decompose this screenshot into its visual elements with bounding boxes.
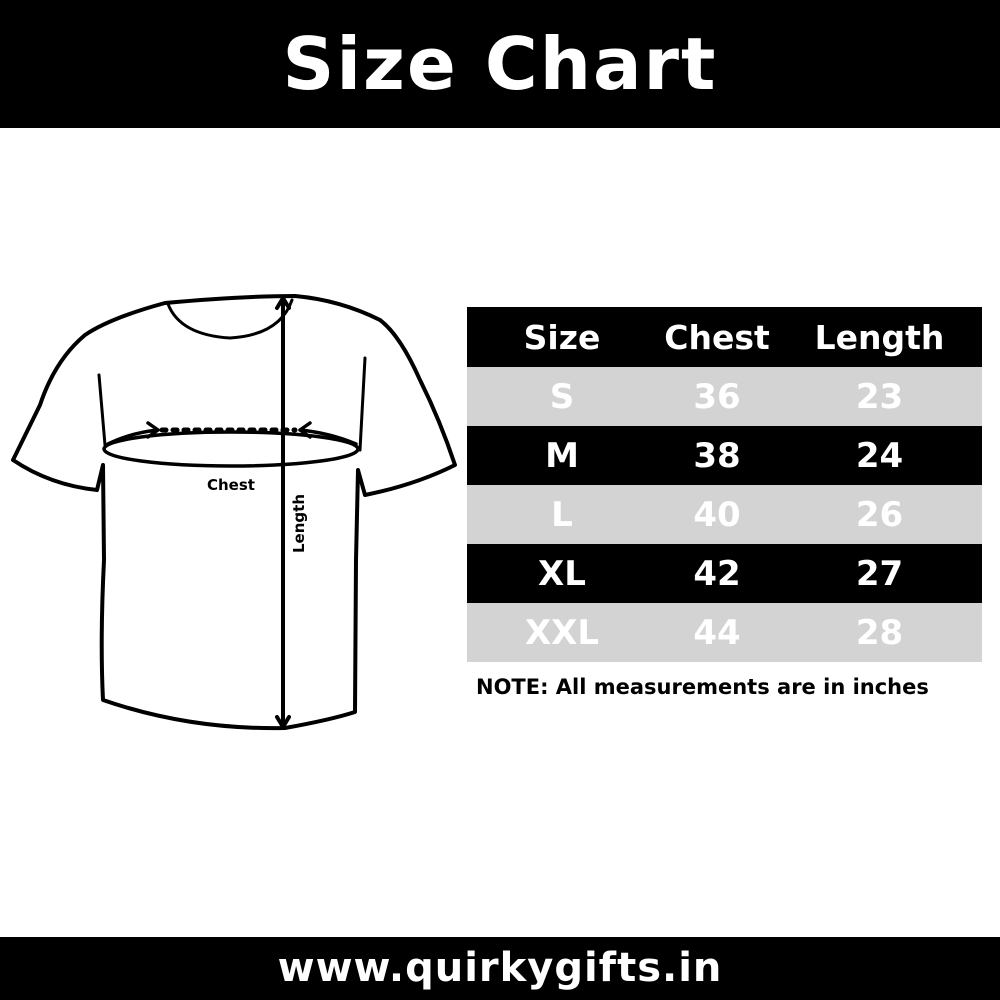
size-cell: L (551, 494, 573, 535)
length-cell: 23 (855, 376, 904, 417)
column-header-length: Length (814, 317, 945, 357)
length-cell: 26 (855, 494, 904, 535)
table-row: M 38 24 (467, 426, 982, 485)
column-header-chest: Chest (664, 317, 770, 357)
chest-ellipse (102, 430, 360, 468)
size-cell: S (549, 376, 575, 417)
size-table: Size Chest Length S 36 23 M 38 24 L 40 2… (467, 307, 982, 662)
column-header-size: Size (523, 317, 601, 357)
website-footer: www.quirkygifts.in (0, 937, 1000, 1000)
length-cell: 27 (855, 553, 904, 594)
tshirt-diagram: Chest Length (11, 294, 457, 731)
length-cell: 28 (855, 612, 904, 653)
table-header: Size Chest Length (467, 307, 982, 367)
chest-arrow-left (106, 421, 160, 446)
size-cell: M (545, 435, 579, 476)
table-row: XL 42 27 (467, 544, 982, 603)
chest-cell: 38 (693, 435, 741, 476)
length-label: Length (290, 494, 308, 553)
table-row: S 36 23 (467, 367, 982, 426)
shirt-outline (11, 294, 457, 731)
chest-label: Chest (207, 476, 255, 494)
table-row: XXL 44 28 (467, 603, 982, 662)
chest-arrow-right (298, 421, 358, 446)
chest-cell: 36 (693, 376, 741, 417)
page-title: Size Chart (0, 0, 1000, 128)
armhole-left (97, 373, 107, 447)
measurement-note: NOTE: All measurements are in inches (476, 675, 929, 699)
length-arrow (275, 296, 291, 729)
chest-cell: 42 (693, 553, 741, 594)
collar (166, 298, 294, 340)
size-cell: XL (538, 553, 586, 594)
armhole-right (358, 356, 367, 452)
chest-cell: 44 (693, 612, 741, 653)
size-cell: XXL (524, 612, 600, 653)
table-row: L 40 26 (467, 485, 982, 544)
length-cell: 24 (855, 435, 904, 476)
chest-cell: 40 (693, 494, 741, 535)
